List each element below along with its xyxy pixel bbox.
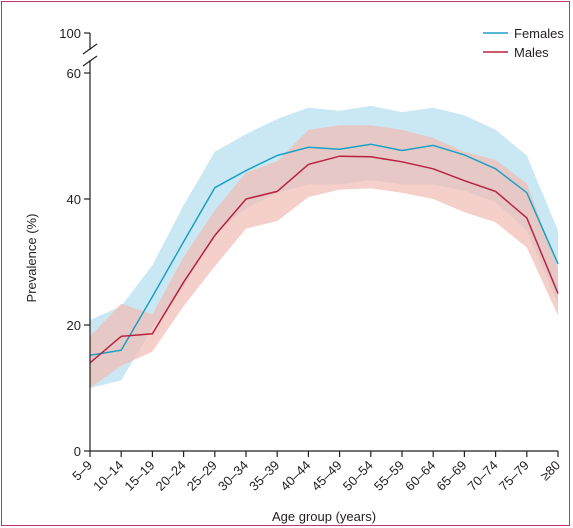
x-ticks: 5–910–1415–1920–2425–2930–3435–3940–4445… bbox=[69, 451, 563, 494]
axes: 100 bbox=[59, 26, 558, 452]
x-tick-label: 55–59 bbox=[371, 458, 407, 494]
y-ticks: 0 20 40 60 bbox=[67, 66, 90, 459]
confidence-bands bbox=[90, 105, 558, 389]
x-tick-label: 50–54 bbox=[340, 458, 376, 494]
y-tick-label: 20 bbox=[67, 318, 81, 333]
legend-label-males: Males bbox=[514, 45, 549, 60]
y-tick-label: 60 bbox=[67, 66, 81, 81]
legend: Females Males bbox=[483, 26, 564, 60]
x-tick-label: ≥80 bbox=[537, 458, 563, 484]
x-tick-label: 10–14 bbox=[90, 458, 126, 494]
line-females bbox=[89, 143, 559, 356]
legend-label-females: Females bbox=[514, 26, 564, 41]
axis-break-mark bbox=[82, 55, 98, 67]
x-tick-label: 30–34 bbox=[215, 458, 251, 494]
x-tick-label: 40–44 bbox=[277, 458, 313, 494]
x-tick-label: 45–49 bbox=[309, 458, 345, 494]
y-tick-label: 40 bbox=[67, 192, 81, 207]
y-tick-label-break: 100 bbox=[59, 26, 81, 41]
x-tick-label: 65–69 bbox=[433, 458, 469, 494]
line-males bbox=[89, 155, 559, 364]
x-axis-title: Age group (years) bbox=[272, 509, 376, 524]
x-tick-label: 15–19 bbox=[121, 458, 157, 494]
x-tick-label: 60–64 bbox=[402, 458, 438, 494]
series-lines bbox=[89, 143, 559, 364]
x-tick-label: 25–29 bbox=[184, 458, 220, 494]
axis-break-mark bbox=[82, 43, 98, 55]
x-tick-label: 35–39 bbox=[246, 458, 282, 494]
x-tick-label: 70–74 bbox=[465, 458, 501, 494]
x-tick-label: 5–9 bbox=[69, 458, 95, 484]
x-tick-label: 20–24 bbox=[153, 458, 189, 494]
ci-band-males bbox=[90, 125, 558, 389]
x-tick-label: 75–79 bbox=[496, 458, 532, 494]
y-tick-label: 0 bbox=[74, 444, 81, 459]
y-axis-title: Prevalence (%) bbox=[24, 214, 39, 303]
